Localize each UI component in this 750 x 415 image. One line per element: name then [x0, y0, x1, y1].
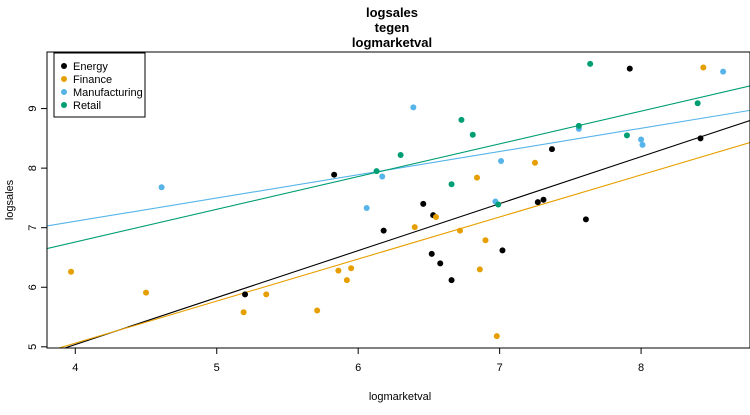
point-retail — [469, 131, 476, 138]
legend-label-finance: Finance — [73, 74, 112, 86]
point-manufacturing — [410, 104, 417, 111]
x-axis-label: logmarketval — [369, 391, 431, 403]
point-retail — [448, 181, 455, 188]
fit-line-energy — [63, 119, 750, 348]
point-finance — [343, 277, 350, 284]
point-finance — [68, 268, 75, 275]
legend-label-manufacturing: Manufacturing — [73, 87, 143, 99]
point-manufacturing — [638, 136, 645, 143]
point-energy — [534, 199, 541, 206]
legend-marker-energy — [61, 63, 67, 69]
point-energy — [428, 250, 435, 257]
point-energy — [697, 135, 704, 142]
point-finance — [432, 213, 439, 220]
point-manufacturing — [379, 173, 386, 180]
point-retail — [397, 152, 404, 159]
x-tick-label: 5 — [214, 362, 220, 374]
point-energy — [380, 227, 387, 234]
plot-frame — [46, 51, 750, 349]
fit-line-manufacturing — [47, 109, 750, 227]
point-retail — [458, 116, 465, 123]
point-retail — [623, 132, 630, 139]
point-retail — [495, 201, 502, 208]
point-energy — [499, 247, 506, 254]
fit-line-finance — [57, 141, 750, 348]
point-finance — [348, 265, 355, 272]
point-energy — [331, 171, 338, 178]
point-finance — [474, 174, 481, 181]
point-manufacturing — [720, 68, 727, 75]
point-finance — [143, 289, 150, 296]
legend-label-energy: Energy — [73, 61, 108, 73]
point-energy — [540, 196, 547, 203]
fit-line-retail — [47, 85, 750, 250]
point-finance — [240, 309, 247, 316]
point-finance — [476, 266, 483, 273]
point-finance — [335, 267, 342, 274]
x-tick-label: 6 — [355, 362, 361, 374]
y-tick-label: 6 — [27, 284, 39, 290]
point-manufacturing — [498, 157, 505, 164]
point-retail — [694, 100, 701, 107]
point-finance — [700, 64, 707, 71]
legend-box — [53, 52, 146, 118]
point-finance — [314, 307, 321, 314]
point-energy — [420, 200, 427, 207]
point-finance — [263, 291, 270, 298]
x-tick-label: 8 — [638, 362, 644, 374]
point-energy — [437, 260, 444, 267]
point-finance — [411, 224, 418, 231]
point-manufacturing — [158, 184, 165, 191]
x-tick-label: 7 — [497, 362, 503, 374]
y-tick-label: 5 — [27, 344, 39, 350]
point-retail — [575, 122, 582, 129]
point-finance — [457, 227, 464, 234]
x-tick-label: 4 — [72, 362, 78, 374]
y-tick-label: 7 — [27, 225, 39, 231]
point-manufacturing — [363, 205, 370, 212]
point-energy — [448, 277, 455, 284]
y-axis-label: logsales — [4, 179, 16, 220]
legend-marker-retail — [61, 102, 67, 108]
point-finance — [531, 159, 538, 166]
plot-area — [47, 60, 750, 348]
point-energy — [626, 65, 633, 72]
y-tick-label: 9 — [27, 106, 39, 112]
legend-marker-finance — [61, 76, 67, 82]
point-energy — [548, 146, 555, 153]
y-tick-label: 8 — [27, 165, 39, 171]
legend-label-retail: Retail — [73, 100, 101, 112]
legend-marker-manufacturing — [61, 89, 67, 95]
point-energy — [582, 216, 589, 223]
point-retail — [373, 168, 380, 175]
point-manufacturing — [639, 141, 646, 148]
chart-title-line-1: logsales — [366, 5, 418, 20]
point-retail — [587, 60, 594, 67]
chart-title-line-3: logmarketval — [352, 35, 432, 50]
chart-title-line-2: tegen — [375, 20, 410, 35]
point-finance — [493, 333, 500, 340]
point-finance — [482, 237, 489, 244]
point-energy — [242, 291, 249, 298]
